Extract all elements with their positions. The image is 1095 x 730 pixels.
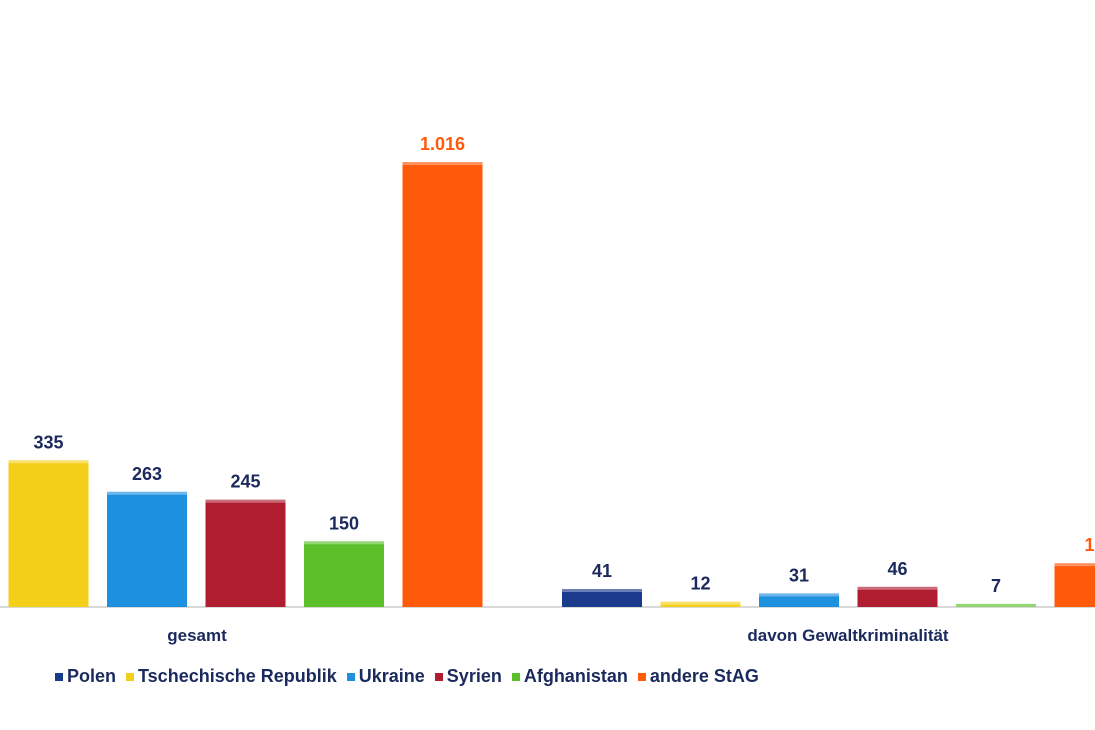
bar-tschechische-republik-1 — [660, 601, 741, 607]
legend-item: Afghanistan — [511, 666, 628, 687]
category-label: davon Gewaltkriminalität — [747, 626, 949, 645]
bar-syrien-0-highlight — [205, 499, 286, 503]
data-label: 263 — [132, 464, 162, 484]
bar-ukraine-1 — [759, 593, 839, 607]
bar-ukraine-0 — [107, 491, 187, 607]
data-label: 46 — [887, 559, 907, 579]
legend-label: Tschechische Republik — [138, 666, 337, 686]
legend-item: Ukraine — [346, 666, 425, 687]
legend-swatch — [434, 672, 443, 681]
bar-andere-stag-0 — [402, 161, 483, 607]
legend-item: Polen — [55, 666, 116, 687]
bar-afghanistan-0-highlight — [304, 541, 384, 545]
bar-polen-1 — [562, 589, 642, 607]
data-label: 10 — [1084, 535, 1095, 555]
bar-ukraine-1-highlight — [759, 593, 839, 597]
bar-ukraine-0-highlight — [107, 491, 187, 495]
data-label: 150 — [329, 513, 359, 533]
legend-swatch — [511, 672, 520, 681]
data-label: 12 — [690, 574, 710, 594]
legend-label: Ukraine — [358, 666, 425, 686]
legend-item: andere StAG — [637, 666, 759, 687]
bar-tschechische-republik-0 — [8, 460, 89, 607]
bar-syrien-1-highlight — [857, 586, 938, 590]
data-label: 7 — [991, 576, 1001, 596]
bar-polen-1-highlight — [562, 589, 642, 593]
legend-item: Tschechische Republik — [126, 666, 337, 687]
bar-andere-stag-0-highlight — [402, 161, 483, 165]
legend-swatch — [55, 672, 63, 681]
legend: Polen Tschechische Republik Ukraine Syrien A… — [55, 666, 759, 687]
category-label: gesamt — [167, 626, 227, 645]
legend-label: andere StAG — [649, 666, 759, 686]
bar-tschechische-republik-1-highlight — [660, 601, 741, 605]
legend-label: Polen — [67, 666, 117, 686]
data-label: 245 — [230, 472, 260, 492]
legend-swatch — [346, 672, 355, 681]
bar-syrien-1 — [857, 586, 938, 607]
bar-syrien-0 — [205, 499, 286, 607]
bar-andere-stag-1 — [1054, 563, 1095, 607]
data-label: 1.016 — [420, 134, 465, 154]
bar-andere-stag-1-highlight — [1054, 563, 1095, 567]
data-label: 41 — [592, 561, 612, 581]
bar-afghanistan-1-highlight — [956, 603, 1036, 607]
bar-afghanistan-0 — [304, 541, 384, 607]
bar-tschechische-republik-0-highlight — [8, 460, 89, 464]
legend-label: Syrien — [446, 666, 502, 686]
legend-label: Afghanistan — [523, 666, 628, 686]
legend-item: Syrien — [434, 666, 502, 687]
bar-afghanistan-1 — [956, 603, 1036, 607]
data-label: 31 — [789, 565, 809, 585]
legend-swatch — [126, 672, 135, 681]
legend-swatch — [637, 672, 646, 681]
data-label: 335 — [33, 432, 63, 452]
